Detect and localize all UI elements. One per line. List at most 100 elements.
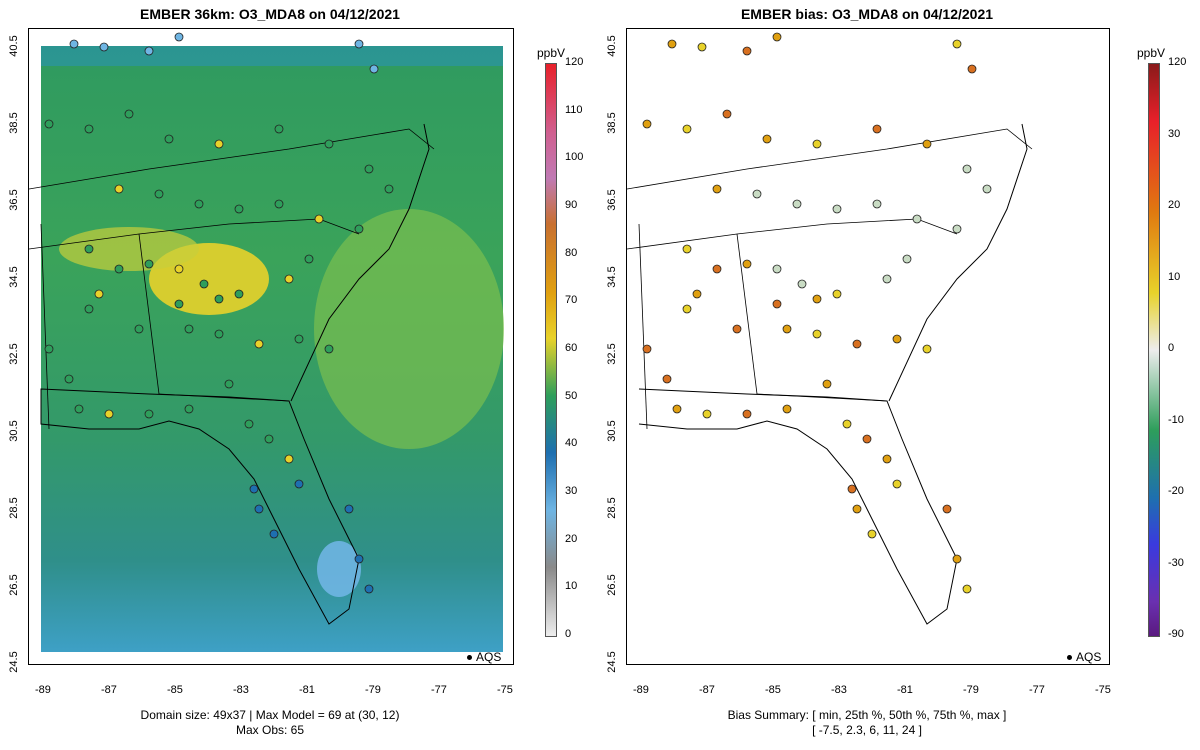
aqs-station-marker (84, 304, 94, 314)
x-tick-label: -75 (497, 684, 513, 696)
colorbar-label: 120 (565, 56, 584, 68)
aqs-bias-marker (832, 289, 842, 299)
atlantic-coastline (290, 123, 430, 402)
ozone-bias-map (626, 28, 1110, 665)
aqs-bias-marker (702, 409, 712, 419)
aqs-bias-marker (952, 554, 962, 564)
left-caption-line1: Domain size: 49x37 | Max Model = 69 at (… (140, 708, 400, 722)
colorbar-label: 0 (565, 628, 572, 640)
colorbar-label: 60 (565, 342, 578, 354)
y-tick-label: 28.5 (606, 497, 618, 519)
y-tick-label: 36.5 (606, 189, 618, 211)
aqs-bias-marker (722, 109, 732, 119)
y-tick-label: 26.5 (606, 574, 618, 596)
aqs-bias-marker (682, 304, 692, 314)
y-tick-label: 34.5 (606, 266, 618, 288)
aqs-station-marker (354, 39, 364, 49)
aqs-station-marker (234, 289, 244, 299)
aqs-station-marker (154, 189, 164, 199)
aqs-bias-marker (982, 184, 992, 194)
y-tick-label: 32.5 (606, 343, 618, 365)
aqs-station-marker (144, 409, 154, 419)
y-tick-label: 24.5 (8, 651, 20, 673)
aqs-station-marker (69, 39, 79, 49)
aqs-station-marker (64, 374, 74, 384)
aqs-station-marker (114, 184, 124, 194)
colorbar-label: 40 (565, 437, 578, 450)
colorbar-label: 70 (565, 294, 578, 307)
aqs-bias-marker (712, 264, 722, 274)
left-caption-line2: Max Obs: 65 (235, 723, 305, 737)
bias-state-border-3 (736, 233, 758, 395)
low-ozone-region (317, 541, 361, 597)
aqs-station-marker (364, 584, 374, 594)
aqs-station-marker (199, 279, 209, 289)
aqs-bias-marker (892, 479, 902, 489)
aqs-station-marker (99, 42, 109, 52)
ozone-model-map (28, 28, 514, 665)
y-tick-label: 28.5 (8, 497, 20, 519)
aqs-bias-marker (882, 274, 892, 284)
aqs-station-marker (354, 224, 364, 234)
aqs-station-marker (384, 184, 394, 194)
x-tick-label: -81 (299, 684, 315, 696)
aqs-station-marker (244, 419, 254, 429)
aqs-bias-marker (952, 224, 962, 234)
aqs-bias-marker (962, 164, 972, 174)
x-tick-label: -89 (35, 684, 51, 696)
aqs-station-marker (254, 339, 264, 349)
y-tick-label: 30.5 (606, 420, 618, 442)
aqs-bias-marker (892, 334, 902, 344)
offshore-ozone-region (314, 209, 504, 449)
aqs-bias-marker (672, 404, 682, 414)
left-colorbar-unit: ppbV (537, 46, 566, 60)
right-caption: Bias Summary: [ min, 25th %, 50th %, 75t… (628, 708, 1106, 738)
aqs-station-marker (284, 274, 294, 284)
aqs-bias-marker (682, 124, 692, 134)
aqs-bias-marker (697, 42, 707, 52)
aqs-bias-marker (922, 139, 932, 149)
aqs-observation-markers (44, 32, 394, 594)
colorbar-label: 120 (1168, 56, 1187, 68)
aqs-bias-marker (852, 339, 862, 349)
aqs-station-marker (224, 379, 234, 389)
aqs-station-marker (84, 124, 94, 134)
colorbar-label: 20 (565, 532, 578, 545)
aqs-station-marker (174, 32, 184, 42)
aqs-station-marker (214, 139, 224, 149)
right-legend: AQS (1067, 650, 1101, 664)
aqs-bias-marker (752, 189, 762, 199)
left-legend-label: AQS (476, 650, 502, 664)
aqs-bias-marker (782, 404, 792, 414)
aqs-station-marker (134, 324, 144, 334)
aqs-bias-marker (962, 584, 972, 594)
colorbar-label: 10 (1168, 270, 1181, 283)
aqs-bias-marker (667, 39, 677, 49)
x-tick-label: -87 (101, 684, 117, 696)
aqs-station-marker (369, 64, 379, 74)
x-tick-label: -87 (699, 684, 715, 696)
aqs-bias-marker (872, 199, 882, 209)
right-caption-line2: [ -7.5, 2.3, 6, 11, 24 ] (812, 723, 922, 737)
aqs-bias-marker (952, 39, 962, 49)
aqs-bias-marker (842, 419, 852, 429)
aqs-bias-marker (822, 379, 832, 389)
aqs-bias-marker (732, 324, 742, 334)
aqs-station-marker (184, 404, 194, 414)
aqs-station-marker (324, 139, 334, 149)
y-tick-label: 38.5 (8, 112, 20, 134)
state-border-4 (158, 393, 290, 402)
aqs-station-marker (314, 214, 324, 224)
aqs-bias-marker (812, 139, 822, 149)
aqs-bias-marker (692, 289, 702, 299)
aqs-station-marker (144, 259, 154, 269)
aqs-bias-marker (922, 344, 932, 354)
aqs-bias-marker (847, 484, 857, 494)
aqs-bias-marker (712, 184, 722, 194)
right-caption-line1: Bias Summary: [ min, 25th %, 50th %, 75t… (727, 708, 1007, 722)
aqs-station-marker (74, 404, 84, 414)
aqs-station-marker (214, 329, 224, 339)
aqs-bias-marker (902, 254, 912, 264)
aqs-bias-marker (797, 279, 807, 289)
state-border-3 (138, 233, 160, 395)
